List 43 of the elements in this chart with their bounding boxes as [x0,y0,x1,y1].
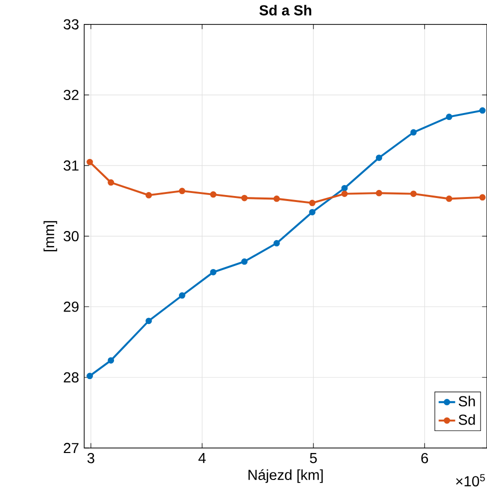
point [479,194,486,201]
y-tick-label: 33 [63,19,78,30]
point [410,190,417,197]
point [479,107,486,114]
point [308,208,316,216]
point [86,158,93,166]
legend-label: Sd [458,414,475,425]
y-tick-label: 32 [63,90,78,100]
point [376,154,382,161]
y-tick-label: 29 [64,302,78,312]
point [341,184,348,192]
point [145,318,152,324]
point [178,292,186,299]
point [108,179,114,186]
point [210,191,216,198]
point [86,372,93,380]
point [241,258,248,265]
point [210,268,216,276]
y-tick-label: 31 [63,160,78,171]
y-tick-label: 30 [63,231,78,242]
x-tick-label: 6 [421,452,428,464]
point [410,129,417,136]
y-tick-label: 27 [64,442,78,454]
x-tick-label: 4 [198,452,206,463]
legend-label: Sh [458,396,475,406]
point [308,200,316,206]
point [273,196,280,202]
y-tick-label: 28 [64,372,78,382]
x-tick-label: 5 [310,452,317,464]
chart-title: Sd a Sh [259,4,312,16]
point [341,190,348,197]
point [241,194,248,202]
point [446,114,452,120]
point [446,196,452,202]
y-axis-title: [mm] [43,221,57,252]
point [376,190,382,196]
point [178,188,186,194]
point [273,240,280,246]
x-tick-label: 3 [87,452,94,464]
text: ×10$^{5}$ [456,474,485,486]
point [108,357,114,364]
x-axis-title: Nájezd [km] [248,469,323,483]
point [145,192,152,198]
